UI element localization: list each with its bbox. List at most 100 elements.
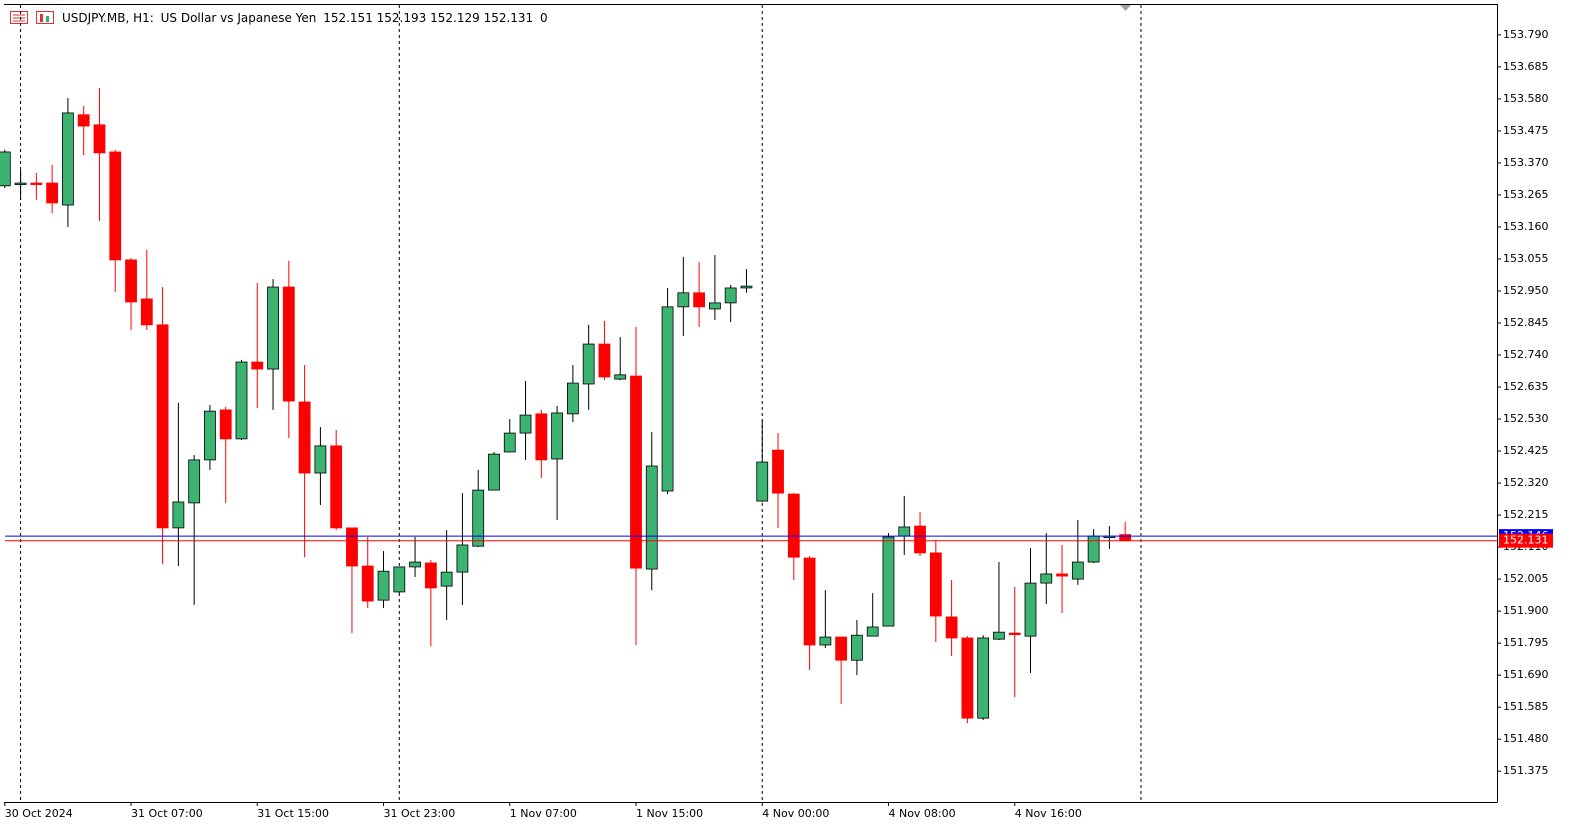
candle-body xyxy=(709,302,721,310)
candle-body xyxy=(1040,573,1053,584)
candle-body xyxy=(756,461,769,502)
y-tick-label: 151.585 xyxy=(1503,700,1549,713)
x-tick-label: 1 Nov 15:00 xyxy=(636,807,703,820)
candle-body xyxy=(251,361,264,370)
y-tick-label: 153.265 xyxy=(1503,188,1549,201)
candle-body xyxy=(409,561,421,568)
candle-body xyxy=(424,562,437,589)
candle-body xyxy=(1056,573,1068,577)
y-tick-label: 152.530 xyxy=(1503,412,1549,425)
y-tick-label: 151.480 xyxy=(1503,732,1549,745)
y-tick-label: 152.425 xyxy=(1503,444,1549,457)
y-tick-label: 153.580 xyxy=(1503,92,1549,105)
candle-body xyxy=(503,432,516,453)
candle-body xyxy=(535,413,548,461)
candle-body xyxy=(235,361,248,440)
candle-body xyxy=(519,414,532,434)
candle-body xyxy=(298,401,311,474)
y-tick-label: 152.635 xyxy=(1503,380,1549,393)
candle-body xyxy=(819,636,832,646)
candle-body xyxy=(456,544,469,573)
x-tick-label: 31 Oct 07:00 xyxy=(131,807,203,820)
candle-body xyxy=(630,375,642,569)
candle-body xyxy=(614,374,627,380)
candle-body xyxy=(219,409,232,440)
header-low: 152.129 xyxy=(430,11,480,25)
candle-body xyxy=(787,493,800,558)
candle-body xyxy=(740,285,753,289)
candle-body xyxy=(140,298,153,326)
candle-body xyxy=(661,306,674,492)
candle-body xyxy=(472,489,485,547)
candle-body xyxy=(1071,561,1084,580)
candle-body xyxy=(724,287,737,304)
candle-body xyxy=(361,565,374,602)
candle-body xyxy=(898,526,911,537)
bid-label: 152.131 xyxy=(1503,534,1549,547)
y-tick-label: 151.375 xyxy=(1503,764,1549,777)
icon-bar xyxy=(40,14,43,22)
icon-chart xyxy=(36,11,54,24)
candle-body xyxy=(866,626,879,637)
x-tick-label: 4 Nov 16:00 xyxy=(1015,807,1082,820)
y-tick-label: 152.215 xyxy=(1503,508,1549,521)
candle-body xyxy=(551,412,563,460)
y-tick-label: 152.740 xyxy=(1503,348,1549,361)
y-tick-label: 151.900 xyxy=(1503,604,1549,617)
x-tick-label: 4 Nov 08:00 xyxy=(888,807,955,820)
candle-body xyxy=(393,566,406,593)
header-open: 152.151 xyxy=(323,11,373,25)
candle-body xyxy=(488,453,500,491)
candle-body xyxy=(977,637,990,719)
y-tick-label: 153.475 xyxy=(1503,124,1549,137)
candle-body xyxy=(914,525,926,554)
description: US Dollar vs Japanese Yen xyxy=(161,11,317,25)
x-tick-label: 30 Oct 2024 xyxy=(5,807,73,820)
y-tick-label: 153.055 xyxy=(1503,252,1549,265)
icon-bar xyxy=(46,16,49,22)
y-tick-label: 153.370 xyxy=(1503,156,1549,169)
candle-body xyxy=(1087,535,1100,563)
candle-body xyxy=(62,112,74,206)
y-tick-label: 152.950 xyxy=(1503,284,1549,297)
candle-body xyxy=(125,259,137,303)
candle-body xyxy=(14,182,27,185)
candle-body xyxy=(1119,534,1132,542)
y-tick-label: 153.685 xyxy=(1503,60,1549,73)
candle-body xyxy=(929,552,942,617)
candle-body xyxy=(172,501,185,529)
candle-body xyxy=(598,343,611,378)
candle-body xyxy=(851,634,863,661)
candle-body xyxy=(1008,632,1021,635)
candle-body xyxy=(993,631,1005,640)
candle-body xyxy=(77,114,90,127)
candle-body xyxy=(645,465,658,570)
candle-body xyxy=(945,616,958,639)
candle-body xyxy=(282,286,295,402)
header-close: 152.131 xyxy=(484,11,534,25)
candle-body xyxy=(267,286,279,370)
candle-body xyxy=(30,182,43,185)
x-tick-label: 31 Oct 15:00 xyxy=(257,807,329,820)
candle-body xyxy=(314,445,327,474)
candle-body xyxy=(156,324,169,529)
candle-body xyxy=(961,637,974,719)
x-tick-label: 4 Nov 00:00 xyxy=(762,807,829,820)
candle-body xyxy=(835,636,848,661)
y-tick-label: 151.795 xyxy=(1503,636,1549,649)
x-tick-label: 31 Oct 23:00 xyxy=(384,807,456,820)
candle-body xyxy=(0,151,11,187)
symbol-icons xyxy=(10,11,54,24)
candle-body xyxy=(377,570,390,601)
x-tick-label: 1 Nov 07:00 xyxy=(510,807,577,820)
candle-body xyxy=(109,151,122,261)
chart-header: USDJPY.MB, H1: US Dollar vs Japanese Yen… xyxy=(62,11,548,25)
bid-label-box xyxy=(1499,533,1553,548)
candle-body xyxy=(330,445,343,529)
candle-body xyxy=(440,571,453,587)
header-spread: 0 xyxy=(540,11,548,25)
y-tick-label: 151.690 xyxy=(1503,668,1549,681)
header-high: 152.193 xyxy=(377,11,427,25)
